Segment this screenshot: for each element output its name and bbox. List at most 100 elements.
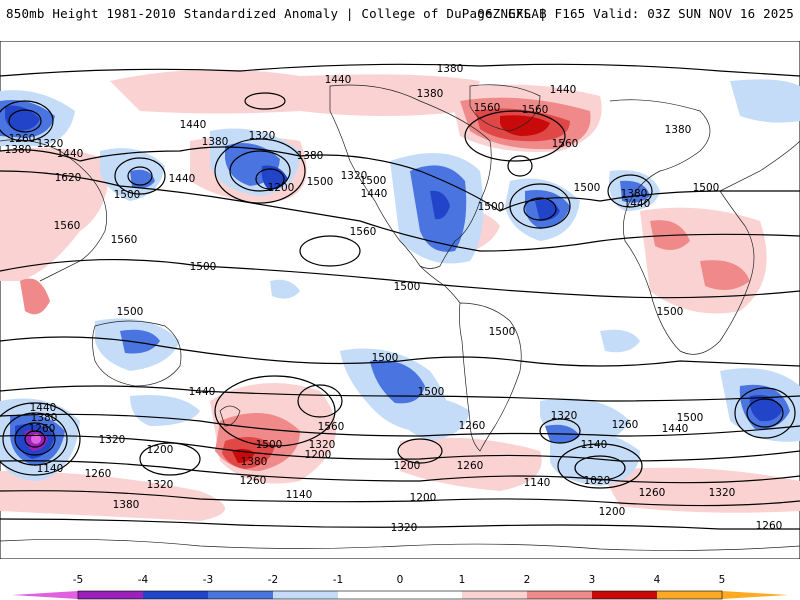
contour-label: 1500 xyxy=(307,176,334,188)
contour-line xyxy=(299,235,361,267)
contour-label: 1320 xyxy=(249,130,276,142)
contour-label: 1140 xyxy=(524,477,551,489)
contour-label: 1140 xyxy=(581,439,608,451)
contour-label: 1380 xyxy=(202,136,229,148)
anomaly-region xyxy=(749,395,782,422)
coastline xyxy=(419,265,461,304)
contour-line xyxy=(139,442,201,476)
anomaly-region xyxy=(5,105,40,131)
anomaly-region xyxy=(730,79,800,123)
contour-label: 1200 xyxy=(268,182,295,194)
coastline xyxy=(0,538,800,551)
contour-line xyxy=(255,168,285,190)
anomaly-region xyxy=(120,329,160,354)
contour-line xyxy=(24,430,46,448)
coastline xyxy=(609,99,800,355)
colorbar-label: -2 xyxy=(267,574,279,586)
anomaly-region xyxy=(400,437,542,491)
contour-label: 1500 xyxy=(657,306,684,318)
colorbar-label: 5 xyxy=(718,574,726,586)
contour-label: 1320 xyxy=(391,522,418,534)
contour-label: 1440 xyxy=(325,74,352,86)
contour-line xyxy=(244,92,286,110)
coastlines xyxy=(0,84,800,551)
height-contours xyxy=(0,63,800,530)
contour-line xyxy=(2,412,68,466)
contour-label: 1260 xyxy=(612,419,639,431)
anomaly-region xyxy=(700,260,750,290)
contour-label: 1560 xyxy=(522,104,549,116)
contour-line xyxy=(607,174,653,208)
contour-line xyxy=(574,455,626,481)
anomaly-region xyxy=(20,278,50,315)
contour-label: 1500 xyxy=(190,261,217,273)
contour-line xyxy=(0,385,800,402)
contour-line xyxy=(557,443,643,489)
anomaly-region xyxy=(0,147,110,281)
colorbar-swatch xyxy=(78,591,143,599)
contour-label: 1560 xyxy=(54,220,81,232)
anomaly-region xyxy=(130,169,155,189)
contour-label: 1500 xyxy=(677,412,704,424)
contour-line xyxy=(214,138,306,204)
anomaly-region xyxy=(600,329,640,353)
contour-line xyxy=(0,413,800,437)
contour-label: 1260 xyxy=(85,468,112,480)
colorbar-swatch xyxy=(657,591,722,599)
contour-label: 1380 xyxy=(665,124,692,136)
anomaly-region xyxy=(270,279,300,299)
colorbar-label: 4 xyxy=(653,574,661,586)
contour-label: 1020 xyxy=(584,475,611,487)
contour-label: 1380 xyxy=(297,150,324,162)
contour-line xyxy=(746,398,784,428)
contour-line xyxy=(507,155,533,177)
contour-label: 1320 xyxy=(99,434,126,446)
contour-label: 1560 xyxy=(350,226,377,238)
contour-label: 1260 xyxy=(29,423,56,435)
contour-line xyxy=(297,384,343,418)
anomaly-region xyxy=(500,115,550,136)
colorbar: -5 -4 -3 -2 -1 0 1 2 3 4 5 xyxy=(0,570,800,600)
contour-label: 1260 xyxy=(459,420,486,432)
anomaly-region xyxy=(31,434,41,444)
contour-line xyxy=(539,418,581,444)
contour-label: 1320 xyxy=(309,439,336,451)
coastline xyxy=(469,84,541,132)
contour-label: 1440 xyxy=(30,402,57,414)
anomaly-region xyxy=(130,395,200,426)
contour-label: 1380 xyxy=(621,188,648,200)
contour-line xyxy=(114,157,166,195)
colorbar-label: 2 xyxy=(523,574,531,586)
contour-label: 1440 xyxy=(624,198,651,210)
colorbar-label: 3 xyxy=(588,574,596,586)
anomaly-region xyxy=(430,190,450,220)
contour-label: 1200 xyxy=(147,444,174,456)
contour-line xyxy=(127,166,153,186)
colorbar-label: -1 xyxy=(332,574,344,586)
contour-line xyxy=(0,259,800,299)
contour-label: 1260 xyxy=(756,520,783,532)
contour-labels: 1380 1440 1440 1380 1560 1560 1560 1260 … xyxy=(5,63,783,534)
anomaly-map[interactable]: 1380 1440 1440 1380 1560 1560 1560 1260 … xyxy=(0,41,800,559)
contour-line xyxy=(464,110,566,162)
contour-line xyxy=(8,109,42,133)
colorbar-label: 1 xyxy=(458,574,466,586)
contour-line xyxy=(509,183,571,229)
contour-label: 1560 xyxy=(318,421,345,433)
colorbar-label: -5 xyxy=(72,574,84,586)
anomaly-region xyxy=(261,165,288,190)
colorbar-label: -4 xyxy=(137,574,149,586)
contour-line xyxy=(14,422,56,456)
contour-label: 1560 xyxy=(552,138,579,150)
contour-label: 1500 xyxy=(693,182,720,194)
contour-label: 1320 xyxy=(37,138,64,150)
contour-line xyxy=(0,146,800,212)
contour-label: 1440 xyxy=(662,423,689,435)
contour-label: 1500 xyxy=(360,175,387,187)
contour-line xyxy=(229,150,291,192)
colorbar-label: -3 xyxy=(202,574,214,586)
contour-label: 1620 xyxy=(55,172,82,184)
contour-line xyxy=(0,170,800,252)
contour-label: 1500 xyxy=(489,326,516,338)
colorbar-tip-neg xyxy=(12,591,78,599)
